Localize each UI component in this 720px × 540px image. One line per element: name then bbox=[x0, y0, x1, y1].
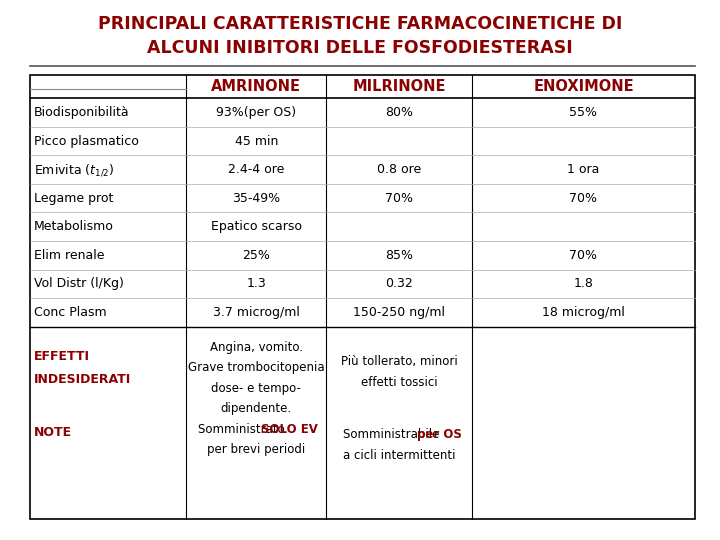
Text: a cicli intermittenti: a cicli intermittenti bbox=[343, 449, 455, 462]
Text: 18 microg/ml: 18 microg/ml bbox=[542, 306, 625, 319]
Text: dipendente.: dipendente. bbox=[220, 402, 292, 415]
Text: AMRINONE: AMRINONE bbox=[211, 79, 301, 94]
Text: 2.4-4 ore: 2.4-4 ore bbox=[228, 163, 284, 176]
Text: ENOXIMONE: ENOXIMONE bbox=[534, 79, 634, 94]
Text: NOTE: NOTE bbox=[34, 426, 72, 438]
Text: dose- e tempo-: dose- e tempo- bbox=[211, 382, 301, 395]
Text: SOLO EV: SOLO EV bbox=[261, 423, 318, 436]
Text: per brevi periodi: per brevi periodi bbox=[207, 443, 305, 456]
Text: Biodisponibilità: Biodisponibilità bbox=[34, 106, 130, 119]
Text: Grave trombocitopenia: Grave trombocitopenia bbox=[188, 361, 325, 374]
Text: 70%: 70% bbox=[385, 192, 413, 205]
Text: 35-49%: 35-49% bbox=[232, 192, 280, 205]
Text: 70%: 70% bbox=[570, 192, 598, 205]
Text: ALCUNI INIBITORI DELLE FOSFODIESTERASI: ALCUNI INIBITORI DELLE FOSFODIESTERASI bbox=[147, 38, 573, 57]
Text: Epatico scarso: Epatico scarso bbox=[211, 220, 302, 233]
Text: 45 min: 45 min bbox=[235, 134, 278, 147]
Text: Elim renale: Elim renale bbox=[34, 249, 104, 262]
Bar bbox=[30, 75, 695, 519]
Text: 80%: 80% bbox=[385, 106, 413, 119]
Text: Angina, vomito.: Angina, vomito. bbox=[210, 341, 302, 354]
Text: 150-250 ng/ml: 150-250 ng/ml bbox=[353, 306, 445, 319]
Text: 25%: 25% bbox=[242, 249, 270, 262]
Text: 0.32: 0.32 bbox=[385, 278, 413, 291]
Text: 1 ora: 1 ora bbox=[567, 163, 600, 176]
Text: per OS: per OS bbox=[417, 428, 462, 441]
Text: INDESIDERATI: INDESIDERATI bbox=[34, 373, 131, 386]
Text: 55%: 55% bbox=[570, 106, 598, 119]
Text: Somministrato: Somministrato bbox=[198, 423, 315, 436]
Text: PRINCIPALI CARATTERISTICHE FARMACOCINETICHE DI: PRINCIPALI CARATTERISTICHE FARMACOCINETI… bbox=[98, 15, 622, 33]
Text: MILRINONE: MILRINONE bbox=[352, 79, 446, 94]
Text: Somministrabile: Somministrabile bbox=[343, 428, 455, 441]
Text: EFFETTI: EFFETTI bbox=[34, 350, 90, 363]
Text: Conc Plasm: Conc Plasm bbox=[34, 306, 107, 319]
Text: 85%: 85% bbox=[385, 249, 413, 262]
Text: 1.3: 1.3 bbox=[246, 278, 266, 291]
Text: 3.7 microg/ml: 3.7 microg/ml bbox=[212, 306, 300, 319]
Text: Legame prot: Legame prot bbox=[34, 192, 113, 205]
Text: 70%: 70% bbox=[570, 249, 598, 262]
Text: Picco plasmatico: Picco plasmatico bbox=[34, 134, 139, 147]
Text: Emivita ($t_{1/2}$): Emivita ($t_{1/2}$) bbox=[34, 162, 114, 178]
Text: 0.8 ore: 0.8 ore bbox=[377, 163, 421, 176]
Text: effetti tossici: effetti tossici bbox=[361, 376, 437, 389]
Text: Più tollerato, minori: Più tollerato, minori bbox=[341, 355, 457, 368]
Text: Vol Distr (l/Kg): Vol Distr (l/Kg) bbox=[34, 278, 124, 291]
Text: 1.8: 1.8 bbox=[574, 278, 593, 291]
Text: Metabolismo: Metabolismo bbox=[34, 220, 114, 233]
Text: 93%(per OS): 93%(per OS) bbox=[216, 106, 296, 119]
